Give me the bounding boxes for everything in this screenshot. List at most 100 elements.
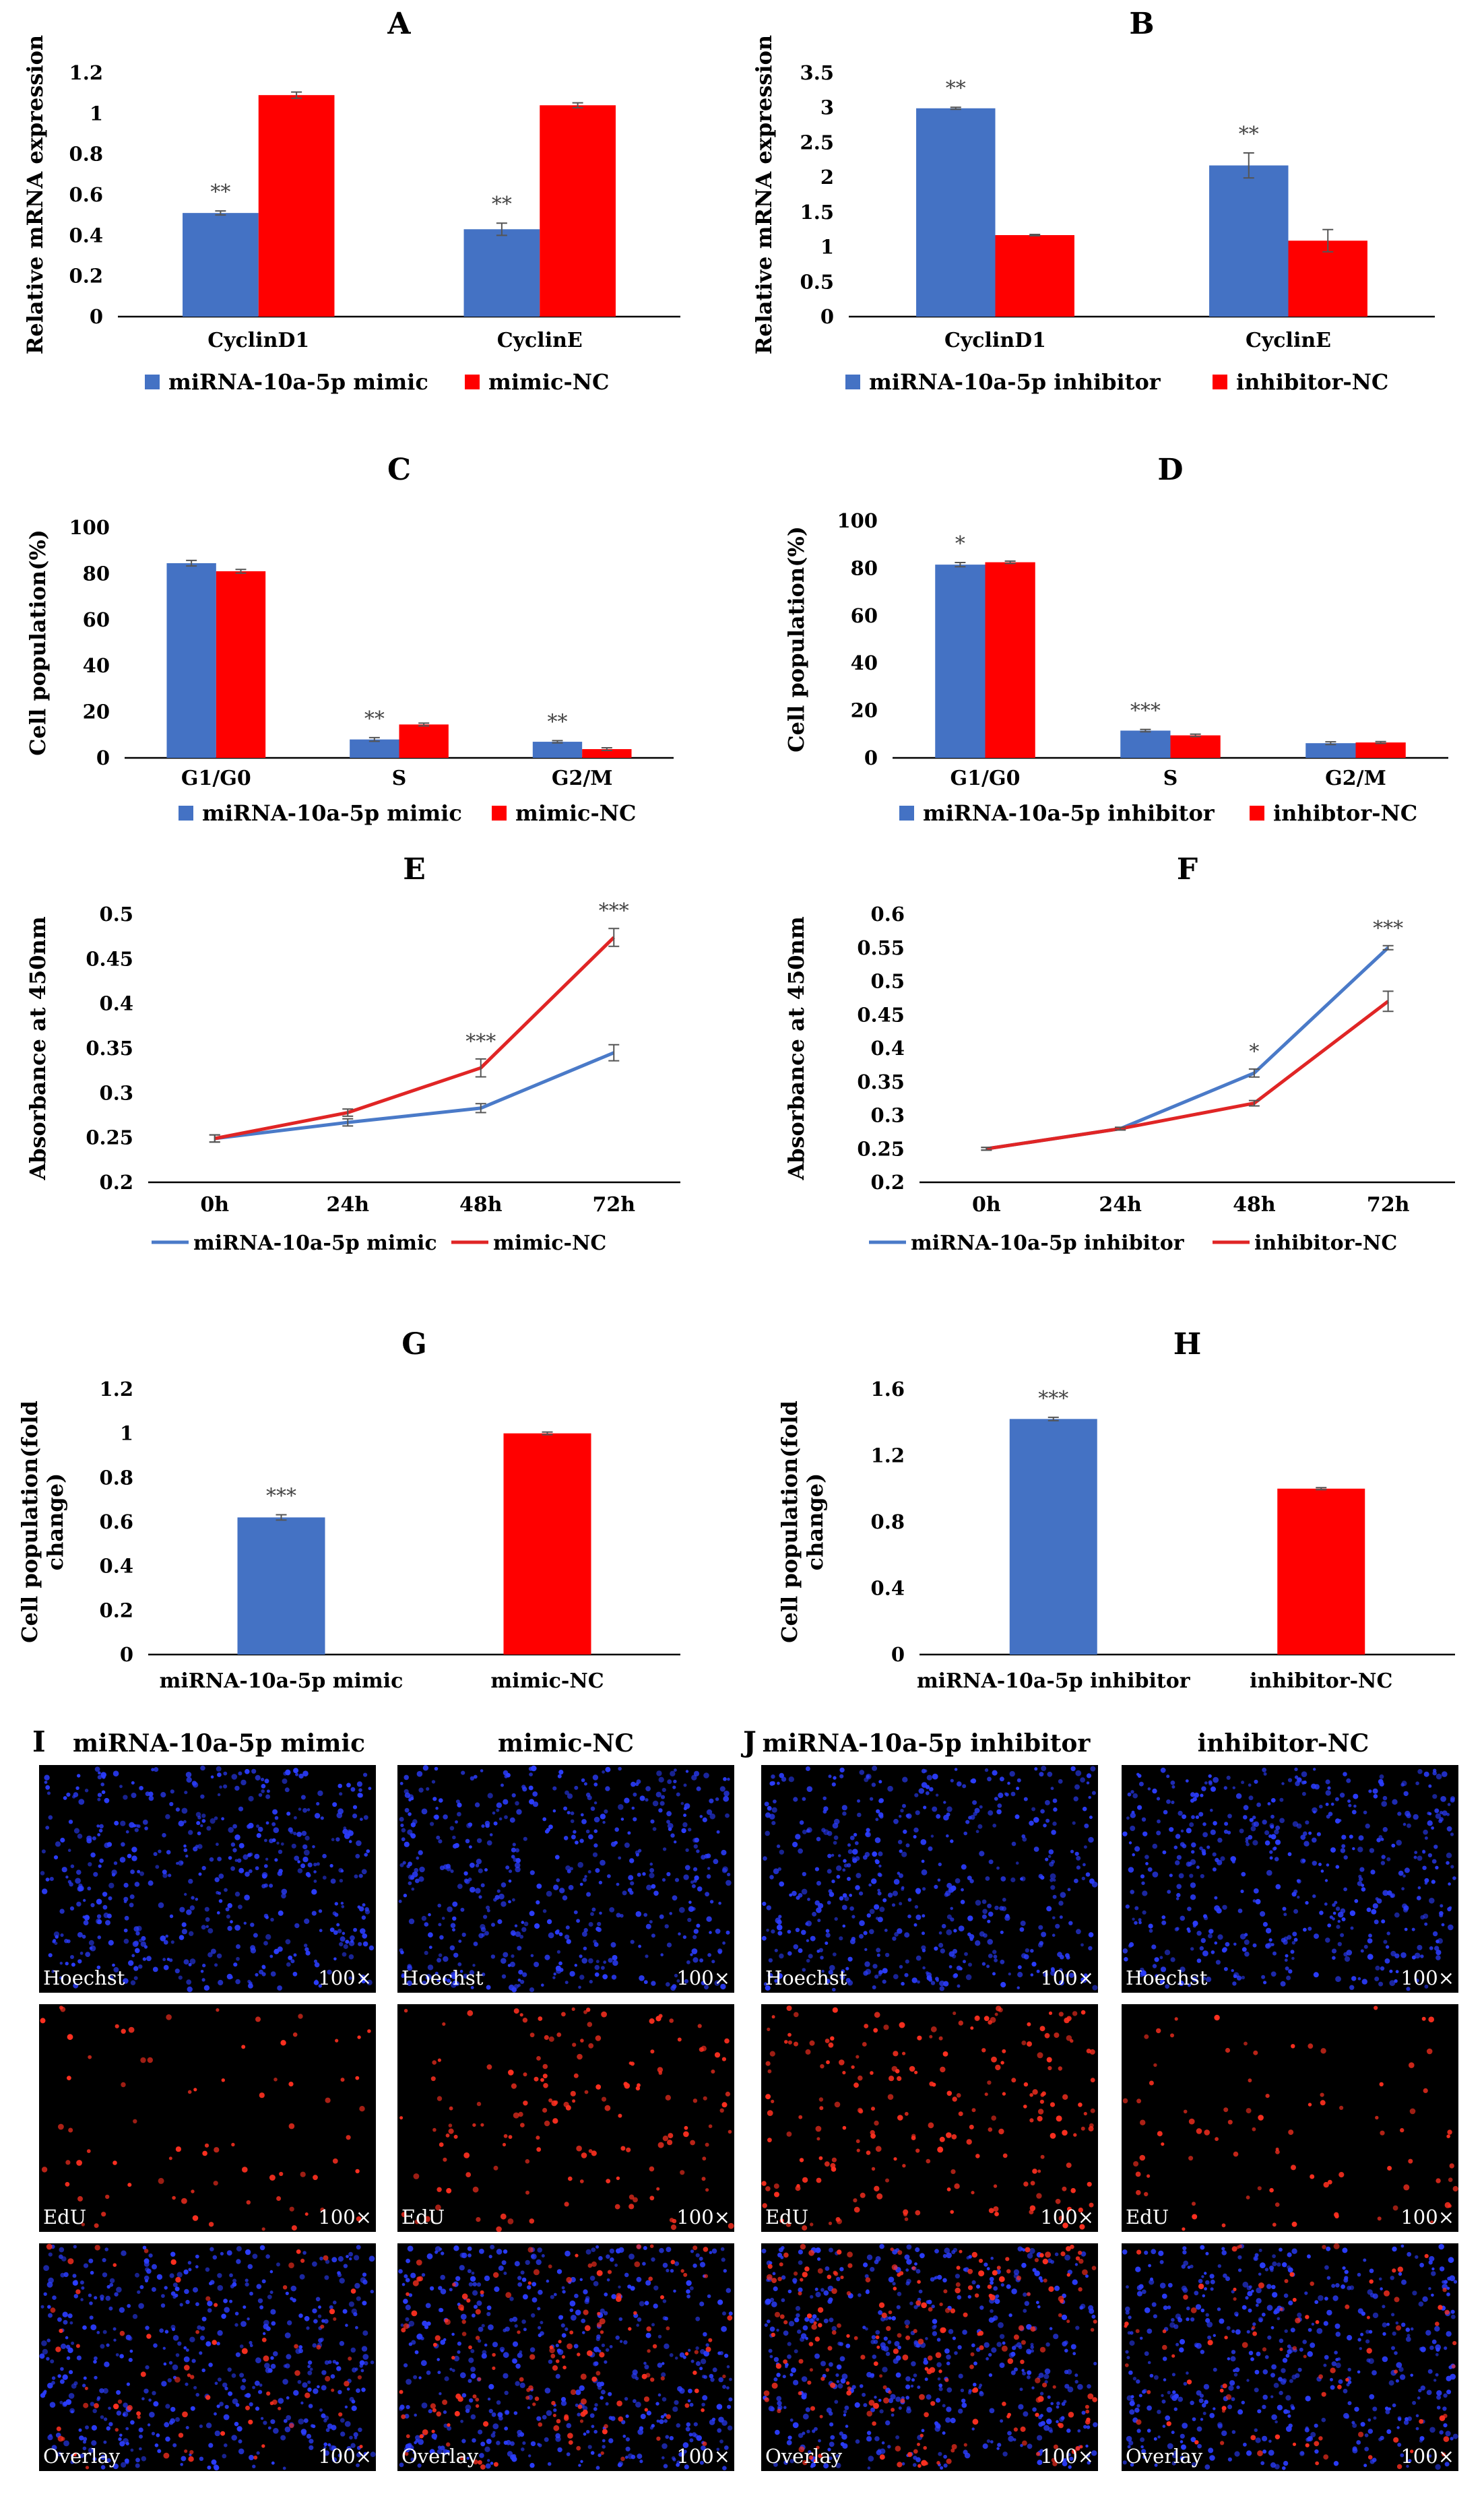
nucleus-dot (156, 2274, 163, 2280)
edu-dot (86, 2149, 91, 2154)
nucleus-dot (1064, 2348, 1068, 2353)
nucleus-dot (953, 1973, 959, 1978)
nucleus-dot (627, 1888, 633, 1892)
nucleus-dot (418, 1876, 424, 1882)
nucleus-dot (660, 1953, 664, 1956)
nucleus-dot (981, 1914, 987, 1919)
nucleus-dot (40, 1871, 45, 1876)
nucleus-dot (184, 2288, 189, 2295)
nucleus-dot (1256, 1802, 1261, 1807)
edu-dot (472, 2123, 476, 2127)
nucleus-dot (161, 2381, 167, 2387)
edu-dot (888, 2310, 893, 2315)
edu-dot (903, 2212, 908, 2217)
edu-dot (891, 2408, 895, 2412)
edu-dot (1035, 2412, 1039, 2417)
nucleus-dot (1055, 1923, 1060, 1929)
edu-dot (646, 2326, 651, 2332)
nucleus-dot (1024, 2301, 1030, 2306)
nucleus-dot (39, 2353, 45, 2359)
nucleus-dot (1070, 2344, 1076, 2350)
nucleus-dot (138, 1964, 143, 1969)
nucleus-dot (942, 2278, 947, 2283)
nucleus-dot (828, 1970, 833, 1975)
nucleus-dot (122, 2413, 126, 2416)
nucleus-dot (568, 1885, 574, 1890)
nucleus-dot (1134, 1921, 1138, 1925)
nucleus-dot (887, 1785, 893, 1792)
nucleus-dot (832, 1952, 837, 1957)
nucleus-dot (59, 2379, 65, 2384)
nucleus-dot (859, 1933, 864, 1939)
nucleus-dot (687, 1917, 692, 1923)
edu-dot (221, 2078, 225, 2082)
nucleus-dot (100, 1772, 106, 1778)
edu-dot (1149, 2080, 1154, 2086)
nucleus-dot (97, 1793, 102, 1797)
nucleus-dot (957, 2295, 962, 2300)
edu-dot (1060, 2299, 1064, 2304)
edu-dot (588, 2043, 594, 2049)
nucleus-dot (773, 2377, 778, 2381)
nucleus-dot (872, 2354, 877, 2359)
edu-dot (876, 2193, 883, 2200)
nucleus-dot (1204, 1781, 1208, 1785)
nucleus-dot (1180, 1842, 1185, 1847)
nucleus-dot (604, 1809, 608, 1814)
nucleus-dot (511, 1793, 516, 1798)
nucleus-dot (820, 2361, 826, 2367)
nucleus-dot (547, 2462, 552, 2466)
nucleus-dot (485, 1823, 490, 1828)
edu-dot (520, 2123, 525, 2127)
nucleus-dot (1350, 1926, 1354, 1930)
nucleus-dot (670, 1833, 675, 1838)
nucleus-dot (520, 2270, 525, 2275)
edu-dot (1310, 2174, 1315, 2179)
nucleus-dot (118, 2437, 122, 2441)
edu-dot (946, 2458, 952, 2464)
nucleus-dot (1261, 1975, 1266, 1979)
nucleus-dot (806, 1827, 812, 1833)
nucleus-dot (1253, 1888, 1259, 1894)
edu-dot (437, 2058, 442, 2062)
edu-dot (913, 2449, 918, 2454)
nucleus-dot (863, 2403, 868, 2408)
nucleus-dot (1178, 1873, 1184, 1879)
nucleus-dot (189, 2336, 195, 2342)
nucleus-dot (936, 2362, 942, 2367)
nucleus-dot (1249, 1818, 1254, 1822)
nucleus-dot (405, 2317, 410, 2321)
nucleus-dot (556, 1929, 560, 1933)
y-tick-label: 0.25 (86, 1126, 133, 1149)
nucleus-dot (437, 2358, 440, 2361)
nucleus-dot (638, 1849, 642, 1853)
nucleus-dot (842, 1893, 847, 1898)
edu-dot (1435, 2178, 1441, 2183)
nucleus-dot (179, 1906, 185, 1913)
nucleus-dot (459, 2372, 466, 2379)
nucleus-dot (207, 1952, 213, 1958)
nucleus-dot (1394, 1979, 1398, 1983)
nucleus-dot (686, 2280, 692, 2286)
nucleus-dot (769, 2326, 775, 2332)
nucleus-dot (1064, 1973, 1069, 1978)
edu-dot (950, 2169, 956, 2175)
nucleus-dot (45, 1785, 51, 1790)
nucleus-dot (795, 1927, 800, 1932)
nucleus-dot (126, 2382, 130, 2386)
edu-dot (1157, 2131, 1163, 2137)
nucleus-dot (938, 1942, 944, 1948)
nucleus-dot (1424, 1836, 1428, 1840)
edu-dot (800, 2243, 806, 2250)
edu-dot (762, 2203, 767, 2208)
nucleus-dot (162, 1869, 167, 1875)
edu-dot (648, 2276, 653, 2281)
edu-dot (958, 2111, 963, 2117)
edu-dot (665, 2094, 671, 2101)
nucleus-dot (610, 1942, 616, 1948)
edu-dot (323, 2255, 329, 2261)
nucleus-dot (946, 2406, 952, 2412)
nucleus-dot (688, 1906, 695, 1912)
nucleus-dot (1034, 2270, 1040, 2276)
nucleus-dot (329, 2305, 333, 2309)
